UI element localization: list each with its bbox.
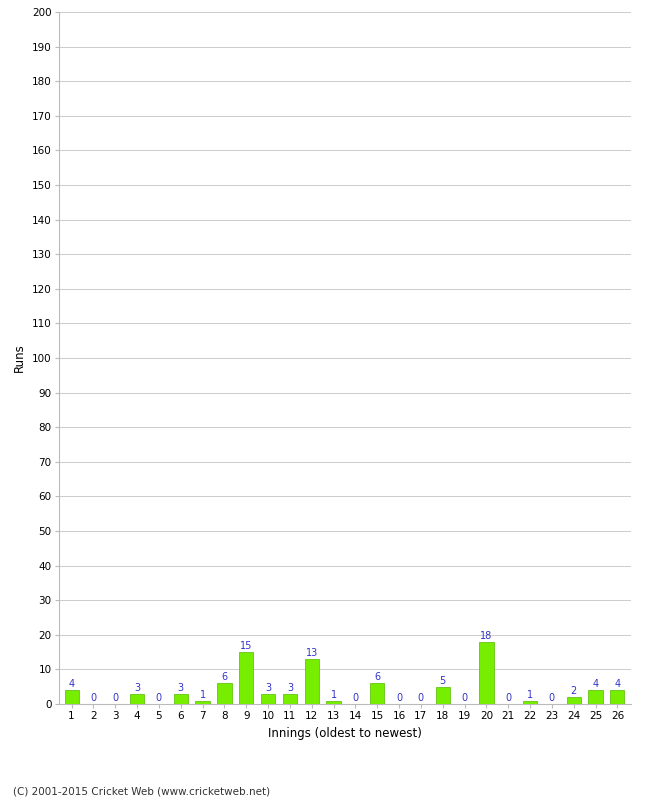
Text: 18: 18 (480, 630, 493, 641)
Bar (567, 697, 581, 704)
Text: 0: 0 (549, 693, 555, 703)
Bar (217, 683, 231, 704)
Bar (436, 686, 450, 704)
Bar (305, 659, 319, 704)
Bar (261, 694, 275, 704)
Bar (588, 690, 603, 704)
Text: 0: 0 (90, 693, 96, 703)
Text: (C) 2001-2015 Cricket Web (www.cricketweb.net): (C) 2001-2015 Cricket Web (www.cricketwe… (13, 786, 270, 796)
Bar (610, 690, 625, 704)
Text: 2: 2 (571, 686, 577, 696)
Text: 0: 0 (418, 693, 424, 703)
Bar (196, 701, 210, 704)
Text: 3: 3 (134, 682, 140, 693)
Text: 3: 3 (177, 682, 184, 693)
Text: 13: 13 (306, 648, 318, 658)
Bar (64, 690, 79, 704)
Y-axis label: Runs: Runs (13, 344, 26, 372)
Bar (174, 694, 188, 704)
Text: 3: 3 (287, 682, 293, 693)
Text: 0: 0 (396, 693, 402, 703)
Text: 15: 15 (240, 641, 252, 651)
Text: 0: 0 (112, 693, 118, 703)
Bar (523, 701, 537, 704)
Text: 4: 4 (68, 679, 75, 689)
Bar (283, 694, 297, 704)
Bar (370, 683, 384, 704)
Text: 1: 1 (527, 690, 533, 699)
Text: 0: 0 (462, 693, 467, 703)
Text: 5: 5 (439, 676, 446, 686)
Text: 0: 0 (156, 693, 162, 703)
Text: 0: 0 (352, 693, 359, 703)
Bar (130, 694, 144, 704)
Text: 3: 3 (265, 682, 271, 693)
Text: 6: 6 (222, 672, 227, 682)
Text: 4: 4 (614, 679, 621, 689)
Text: 1: 1 (330, 690, 337, 699)
Text: 0: 0 (505, 693, 512, 703)
Bar (326, 701, 341, 704)
Bar (239, 652, 254, 704)
Text: 4: 4 (593, 679, 599, 689)
Text: 6: 6 (374, 672, 380, 682)
Text: 1: 1 (200, 690, 205, 699)
X-axis label: Innings (oldest to newest): Innings (oldest to newest) (268, 726, 421, 739)
Bar (479, 642, 493, 704)
